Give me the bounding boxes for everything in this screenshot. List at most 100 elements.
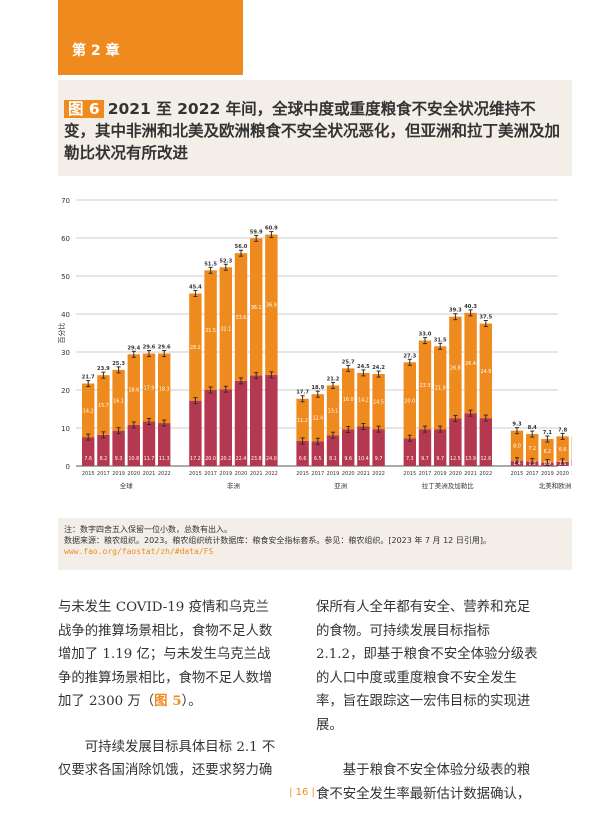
x-tick-label: 2020: [449, 471, 462, 477]
paragraph-text: 基于粮食不安全体验分级表的粮食不安全发生率最新估计数据确认，: [316, 763, 531, 802]
data-label-severe: 8.2: [100, 456, 108, 462]
data-label-moderate: 13.1: [328, 408, 339, 414]
y-tick-label: 20: [61, 387, 70, 395]
bar-moderate: [82, 383, 95, 438]
y-tick-label: 50: [61, 273, 70, 281]
y-tick-label: 0: [66, 463, 70, 471]
data-label-moderate: 14.5: [373, 400, 384, 406]
data-label-severe: 11.7: [144, 456, 155, 462]
data-label-severe: 20.2: [220, 456, 231, 462]
bar-moderate: [342, 368, 355, 430]
x-tick-label: 2015: [403, 471, 416, 477]
data-label-total: 45.4: [189, 284, 202, 290]
bar-moderate: [372, 374, 385, 430]
x-tick-label: 2019: [434, 471, 447, 477]
chapter-tab: 第 2 章: [58, 0, 243, 75]
bar-moderate: [127, 354, 140, 425]
y-tick-label: 60: [61, 235, 70, 243]
data-label-severe: 11.3: [159, 456, 170, 462]
data-label-moderate: 33.6: [236, 315, 247, 321]
bar-moderate: [219, 267, 232, 390]
x-tick-label: 2019: [112, 471, 125, 477]
bar-moderate: [97, 375, 110, 435]
figure-5-link[interactable]: 图 5: [154, 693, 182, 709]
bar-moderate: [357, 372, 370, 427]
bar-moderate: [189, 293, 202, 401]
bar-severe: [112, 430, 125, 466]
data-label-moderate: 14.2: [358, 398, 369, 404]
data-label-moderate: 17.9: [144, 386, 155, 392]
bar-moderate: [434, 346, 447, 430]
data-label-total: 31.5: [434, 337, 447, 343]
data-label-severe: 9.7: [375, 456, 383, 462]
group-label: 北美和欧洲: [539, 481, 572, 490]
data-label-total: 21.2: [327, 376, 340, 382]
bar-severe: [158, 423, 171, 466]
bar-severe: [418, 429, 432, 466]
x-tick-label: 2020: [235, 471, 248, 477]
data-label-moderate: 16.1: [113, 398, 124, 404]
data-label-moderate: 12.4: [312, 416, 323, 422]
paragraph-text: 与未发生 COVID-19 疫情和乌克兰战争的推算场景相比，食物不足人数增加了 …: [58, 600, 273, 709]
x-tick-label: 2017: [419, 471, 432, 477]
data-label-severe: 9.3: [115, 456, 123, 462]
bar-moderate: [464, 312, 477, 414]
body-column-right: 保所有人全年都有安全、营养和充足的食物。可持续发展目标指标 2.1.2，即基于粮…: [316, 596, 538, 828]
data-label-total: 52.3: [219, 258, 232, 264]
x-tick-label: 2019: [541, 471, 554, 477]
x-tick-label: 2017: [311, 471, 324, 477]
data-label-moderate: 7.2: [528, 446, 536, 452]
data-label-moderate: 31.5: [205, 328, 216, 334]
bar-severe: [479, 418, 492, 466]
bar-moderate: [142, 353, 156, 422]
paragraph: 可持续发展目标具体目标 2.1 不仅要求各国消除饥饿，还要求努力确: [58, 736, 280, 783]
bar-moderate: [204, 270, 217, 390]
data-label-severe: 23.8: [251, 456, 262, 462]
data-label-moderate: 18.3: [159, 386, 170, 392]
x-tick-label: 2021: [571, 471, 572, 477]
x-tick-label: 2020: [556, 471, 569, 477]
x-tick-label: 2021: [250, 471, 263, 477]
data-label-total: 8.4: [528, 425, 538, 431]
data-label-severe: 12.6: [480, 456, 491, 462]
bar-severe: [219, 389, 232, 466]
data-label-total: 40.3: [464, 304, 477, 310]
data-label-severe: 17.2: [190, 456, 201, 462]
bar-moderate: [112, 369, 125, 431]
x-tick-label: 2017: [204, 471, 217, 477]
data-label-total: 60.9: [265, 226, 278, 232]
data-label-moderate: 14.2: [83, 408, 94, 414]
bar-moderate: [449, 316, 462, 419]
bar-severe: [234, 380, 248, 466]
data-label-severe: 1.2: [528, 461, 536, 467]
bar-severe: [403, 438, 416, 466]
data-label-severe: 0.9: [544, 461, 552, 467]
bar-severe: [97, 434, 110, 466]
group-label: 非洲: [227, 481, 240, 490]
data-label-severe: 1.4: [513, 461, 521, 467]
data-label-total: 24.2: [372, 365, 385, 371]
bar-moderate: [158, 353, 171, 424]
bar-severe: [204, 390, 217, 466]
data-label-severe: 20.0: [205, 456, 216, 462]
data-label-total: 24.5: [357, 364, 370, 370]
bar-severe: [82, 437, 95, 466]
chapter-label: 第 2 章: [72, 43, 120, 59]
bar-severe: [142, 421, 156, 466]
data-label-total: 51.5: [204, 261, 217, 267]
data-label-moderate: 6.2: [544, 449, 552, 455]
bar-moderate: [265, 234, 278, 375]
figure-source-url[interactable]: www.fao.org/faostat/zh/#data/FS: [64, 547, 214, 556]
paragraph-text: 保所有人全年都有安全、营养和充足的食物。可持续发展目标指标 2.1.2，即基于粮…: [316, 600, 538, 733]
x-tick-label: 2022: [265, 471, 278, 477]
bar-moderate: [403, 362, 416, 439]
bar-severe: [189, 400, 202, 466]
data-label-severe: 24.0: [266, 456, 277, 462]
data-label-total: 18.9: [311, 385, 324, 391]
group-label: 全球: [120, 481, 134, 490]
data-label-moderate: 23.3: [420, 383, 431, 389]
data-label-moderate: 36.9: [266, 303, 277, 309]
data-label-moderate: 18.6: [128, 388, 139, 394]
data-label-moderate: 32.1: [220, 326, 231, 332]
x-tick-label: 2015: [296, 471, 309, 477]
